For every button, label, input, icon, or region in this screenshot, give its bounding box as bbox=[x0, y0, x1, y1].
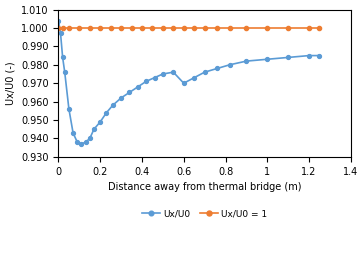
Ux/U0 bbox=[88, 137, 92, 140]
Ux/U0 = 1 bbox=[215, 26, 219, 30]
Ux/U0 = 1 bbox=[140, 26, 144, 30]
Ux/U0 bbox=[307, 54, 311, 57]
Ux/U0 = 1 bbox=[171, 26, 175, 30]
Ux/U0 bbox=[192, 76, 197, 79]
Ux/U0 = 1 bbox=[317, 26, 322, 30]
Ux/U0 bbox=[153, 76, 157, 79]
Ux/U0 = 1 bbox=[56, 26, 61, 30]
Ux/U0 bbox=[182, 82, 186, 85]
Ux/U0 bbox=[98, 120, 102, 123]
Ux/U0 bbox=[92, 128, 96, 131]
Ux/U0 bbox=[83, 140, 88, 144]
Line: Ux/U0: Ux/U0 bbox=[56, 19, 321, 146]
Ux/U0 bbox=[63, 70, 67, 74]
Ux/U0 = 1 bbox=[77, 26, 82, 30]
Y-axis label: Ux/U0 (-): Ux/U0 (-) bbox=[5, 61, 16, 105]
Ux/U0 = 1 bbox=[307, 26, 311, 30]
Ux/U0 = 1 bbox=[129, 26, 134, 30]
Ux/U0 bbox=[58, 32, 63, 35]
Ux/U0 = 1 bbox=[192, 26, 197, 30]
Ux/U0 bbox=[171, 70, 175, 74]
Ux/U0 = 1 bbox=[202, 26, 207, 30]
Ux/U0 bbox=[79, 142, 84, 145]
Ux/U0 = 1 bbox=[88, 26, 92, 30]
Ux/U0 = 1 bbox=[108, 26, 113, 30]
Ux/U0 bbox=[136, 85, 140, 89]
Ux/U0 = 1 bbox=[161, 26, 165, 30]
Ux/U0 bbox=[71, 131, 75, 134]
Ux/U0 bbox=[75, 140, 79, 144]
Legend: Ux/U0, Ux/U0 = 1: Ux/U0, Ux/U0 = 1 bbox=[138, 206, 271, 222]
X-axis label: Distance away from thermal bridge (m): Distance away from thermal bridge (m) bbox=[108, 182, 301, 192]
Ux/U0 bbox=[244, 59, 249, 63]
Ux/U0 bbox=[215, 67, 219, 70]
Ux/U0 = 1 bbox=[286, 26, 290, 30]
Ux/U0 bbox=[144, 80, 149, 83]
Ux/U0 bbox=[60, 56, 65, 59]
Ux/U0 bbox=[161, 72, 165, 75]
Ux/U0 bbox=[286, 56, 290, 59]
Line: Ux/U0 = 1: Ux/U0 = 1 bbox=[56, 26, 321, 30]
Ux/U0 = 1 bbox=[228, 26, 232, 30]
Ux/U0 bbox=[111, 104, 115, 107]
Ux/U0 = 1 bbox=[119, 26, 123, 30]
Ux/U0 bbox=[104, 111, 109, 114]
Ux/U0 bbox=[119, 96, 123, 100]
Ux/U0 = 1 bbox=[98, 26, 102, 30]
Ux/U0 = 1 bbox=[244, 26, 249, 30]
Ux/U0 bbox=[317, 54, 322, 57]
Ux/U0 = 1 bbox=[265, 26, 269, 30]
Ux/U0 bbox=[265, 58, 269, 61]
Ux/U0 = 1 bbox=[182, 26, 186, 30]
Ux/U0 bbox=[228, 63, 232, 66]
Ux/U0 bbox=[127, 91, 132, 94]
Ux/U0 = 1 bbox=[67, 26, 71, 30]
Ux/U0 bbox=[56, 19, 61, 22]
Ux/U0 bbox=[67, 107, 71, 111]
Ux/U0 = 1 bbox=[60, 26, 65, 30]
Ux/U0 = 1 bbox=[150, 26, 155, 30]
Ux/U0 bbox=[202, 70, 207, 74]
